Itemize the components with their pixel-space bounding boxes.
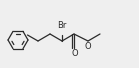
Text: Br: Br (57, 20, 67, 30)
Text: O: O (85, 42, 91, 51)
Text: O: O (72, 48, 78, 58)
